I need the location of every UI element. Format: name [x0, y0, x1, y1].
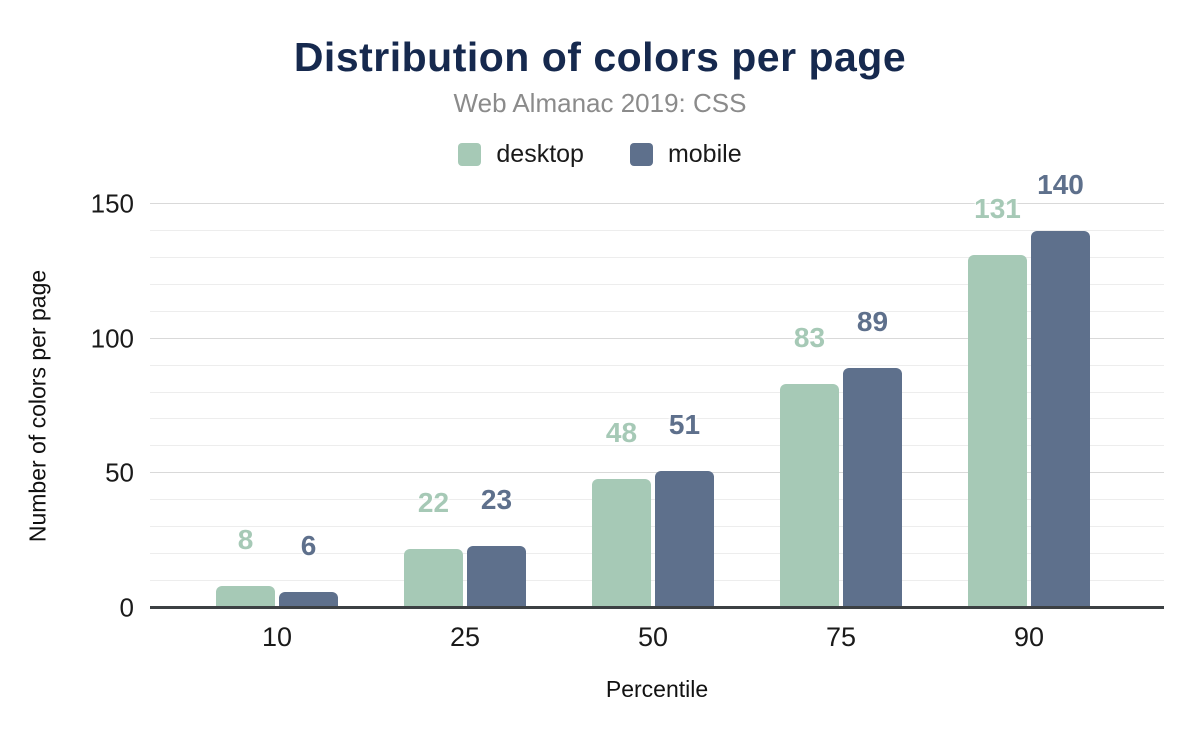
- x-axis-tick-label: 25: [449, 622, 481, 652]
- bar-desktop-p25[interactable]: [404, 548, 463, 608]
- bar-value-label-desktop-p25: 22: [417, 486, 450, 518]
- bar-desktop-p90[interactable]: [968, 255, 1027, 608]
- x-axis-tick-label: 50: [637, 622, 669, 652]
- bar-mobile-p50[interactable]: [655, 470, 714, 608]
- gridline: [150, 337, 1164, 339]
- gridline: [150, 391, 1164, 393]
- legend-swatch-desktop-icon: [458, 143, 482, 166]
- bar-desktop-p10[interactable]: [216, 586, 275, 608]
- gridline: [150, 203, 1164, 204]
- bar-value-label-mobile-p75: 89: [856, 306, 889, 338]
- x-axis-tick-label: 75: [825, 622, 857, 652]
- chart-subtitle: Web Almanac 2019: CSS: [453, 88, 747, 118]
- legend-label-mobile: mobile: [667, 140, 742, 168]
- x-axis-tick-label: 10: [261, 622, 293, 652]
- x-axis-title: Percentile: [605, 676, 709, 702]
- legend: desktop mobile: [0, 140, 1200, 169]
- legend-label-desktop: desktop: [496, 140, 584, 168]
- gridline: [150, 229, 1164, 231]
- gridline: [150, 283, 1164, 285]
- bar-value-label-mobile-p10: 6: [300, 529, 317, 561]
- gridline: [150, 364, 1164, 366]
- bar-value-label-mobile-p90: 140: [1037, 168, 1084, 200]
- bar-desktop-p50[interactable]: [592, 478, 651, 608]
- gridline: [150, 310, 1164, 312]
- y-axis-title: Number of colors per page: [24, 269, 51, 543]
- x-axis-tick-label: 90: [1013, 622, 1045, 652]
- bar-value-label-desktop-p90: 131: [974, 193, 1021, 225]
- legend-item-desktop[interactable]: desktop: [458, 140, 584, 169]
- bar-mobile-p10[interactable]: [279, 591, 338, 608]
- bar-value-label-desktop-p75: 83: [793, 322, 826, 354]
- bar-value-label-desktop-p10: 8: [237, 524, 254, 556]
- gridline: [150, 445, 1164, 447]
- y-axis-tick-label: 150: [90, 188, 134, 219]
- bar-desktop-p75[interactable]: [780, 384, 839, 608]
- y-axis-tick-label: 0: [119, 592, 134, 623]
- y-axis-tick-label: 100: [90, 323, 134, 354]
- bar-mobile-p90[interactable]: [1031, 230, 1090, 608]
- legend-swatch-mobile-icon: [629, 143, 653, 166]
- chart-title: Distribution of colors per page: [293, 34, 907, 80]
- bar-mobile-p25[interactable]: [467, 546, 526, 608]
- plot-area: 0 50 100 150 10 8 6 25 22 23 50 48 51 75 83 89 90 131 140: [91, 169, 1164, 652]
- bar-value-label-mobile-p25: 23: [480, 484, 513, 516]
- bar-value-label-mobile-p50: 51: [668, 408, 701, 440]
- bar-value-label-desktop-p50: 48: [605, 416, 638, 448]
- y-axis-tick-label: 50: [105, 457, 134, 488]
- legend-item-mobile[interactable]: mobile: [629, 140, 742, 169]
- bar-mobile-p75[interactable]: [843, 368, 902, 608]
- x-axis-baseline: [150, 606, 1164, 609]
- gridline: [150, 256, 1164, 258]
- gridline: [150, 418, 1164, 420]
